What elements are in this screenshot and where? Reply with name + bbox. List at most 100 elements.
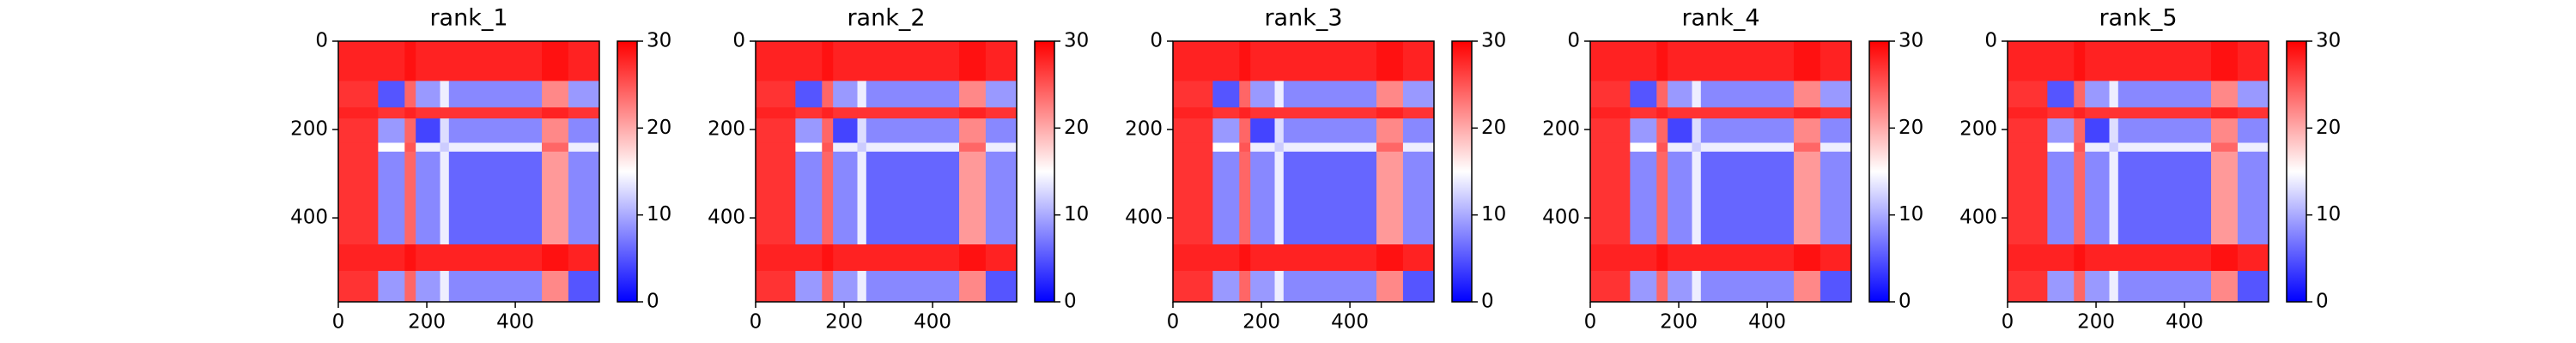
heatmap-cell	[866, 81, 960, 108]
panel-title: rank_3	[1264, 5, 1342, 32]
heatmap-cell	[795, 81, 823, 108]
heatmap-cell	[985, 81, 1018, 108]
heatmap-cell	[2117, 270, 2212, 303]
heatmap-cell	[959, 81, 987, 108]
heatmap-cell	[1692, 41, 1702, 81]
heatmap-cell	[866, 151, 960, 245]
heatmap-cell	[404, 142, 416, 153]
heatmap-cell	[1402, 270, 1435, 303]
heatmap-cell	[1630, 81, 1657, 108]
heatmap-cell	[1794, 81, 1821, 108]
heatmap-cell	[1212, 142, 1240, 153]
heatmap-cell	[2008, 118, 2048, 144]
heatmap-cell	[378, 107, 405, 119]
heatmap-cell	[1402, 244, 1435, 272]
colorbar	[1034, 40, 1055, 303]
heatmap-cell	[1820, 118, 1852, 144]
heatmap-cell	[2085, 270, 2111, 303]
heatmap-cell	[822, 270, 834, 303]
heatmap-cell	[1630, 107, 1657, 119]
heatmap-cell	[1283, 151, 1377, 245]
heatmap-cell	[1274, 81, 1285, 108]
heatmap-cell	[985, 118, 1018, 144]
heatmap-cell	[2008, 151, 2048, 245]
heatmap-cell	[866, 270, 960, 303]
heatmap-cell	[1376, 244, 1404, 272]
heatmap-cell	[2211, 142, 2239, 153]
heatmap-cell	[568, 107, 600, 119]
heatmap-cell	[833, 151, 859, 245]
heatmap-cell	[1212, 41, 1240, 81]
heatmap-cell	[568, 41, 600, 81]
heatmap-cell	[1692, 118, 1702, 144]
heatmap-cell	[2074, 244, 2086, 272]
panel: rank_1 0 200 400 0 200 400 0 10 20 30	[290, 5, 671, 334]
y-tick-label: 400	[1959, 207, 1997, 229]
heatmap-cell	[795, 41, 823, 81]
heatmap-cell	[1794, 244, 1821, 272]
heatmap-cell	[338, 270, 379, 303]
heatmap-cell	[1820, 244, 1852, 272]
y-tick-label: 0	[1150, 30, 1163, 52]
heatmap-cell	[2085, 81, 2111, 108]
heatmap-cell	[338, 107, 379, 119]
heatmap-cell	[448, 41, 543, 81]
heatmap-cell	[2117, 118, 2212, 144]
heatmap-cell	[1668, 270, 1693, 303]
heatmap-cell	[2117, 244, 2212, 272]
colorbar-tick-label: 0	[1899, 291, 1911, 313]
heatmap-cell	[866, 142, 960, 153]
heatmap-cell	[1274, 244, 1285, 272]
heatmap-cell	[822, 118, 834, 144]
heatmap-cell	[2047, 142, 2075, 153]
axes-frame	[337, 40, 600, 303]
heatmap-cell	[1239, 151, 1251, 245]
heatmap-cell	[1212, 270, 1240, 303]
panel: rank_3 0 200 400 0 200 400 0 10 20 30	[1125, 5, 1506, 334]
heatmap-cell	[2237, 81, 2269, 108]
heatmap-cell	[404, 270, 416, 303]
heatmap-cell	[857, 81, 867, 108]
heatmap-cell	[1692, 151, 1702, 245]
heatmap-cell	[857, 270, 867, 303]
heatmap-cell	[1668, 142, 1693, 153]
heatmap-cell	[1590, 151, 1631, 245]
x-tick-label: 200	[408, 311, 446, 334]
heatmap-cell	[568, 142, 600, 153]
heatmap-cell	[404, 118, 416, 144]
heatmap-cell	[1274, 107, 1285, 119]
heatmap-cell	[1274, 118, 1285, 144]
colorbar	[1868, 40, 1890, 303]
heatmap-cell	[1402, 81, 1435, 108]
heatmap-cell	[448, 151, 543, 245]
colorbar	[1451, 40, 1473, 303]
heatmap-cell	[1668, 118, 1693, 144]
heatmap-cell	[404, 41, 416, 81]
heatmap-cell	[1376, 107, 1404, 119]
heatmap-cell	[2008, 41, 2048, 81]
heatmap-cell	[1700, 244, 1795, 272]
heatmap-cell	[1376, 142, 1404, 153]
heatmap-cell	[985, 107, 1018, 119]
heatmap-cell	[448, 270, 543, 303]
heatmap-cell	[857, 107, 867, 119]
heatmap-cell	[1794, 142, 1821, 153]
heatmap-cell	[1656, 270, 1668, 303]
heatmap-cell	[568, 270, 600, 303]
panel: rank_4 0 200 400 0 200 400 0 10 20 30	[1542, 5, 1923, 334]
colorbar-tick-label: 30	[1064, 30, 1089, 52]
colorbar-tick-label: 10	[1481, 203, 1506, 226]
heatmap-cell	[568, 81, 600, 108]
heatmap-cell	[2109, 41, 2119, 81]
heatmap-cell	[1668, 151, 1693, 245]
colorbar-tick-label: 10	[1899, 203, 1923, 226]
heatmap-cell	[1656, 244, 1668, 272]
heatmap-cell	[1402, 151, 1435, 245]
colorbar-tick-label: 0	[1064, 291, 1077, 313]
heatmap-cell	[2008, 270, 2048, 303]
heatmap-cell	[2109, 81, 2119, 108]
heatmap-cell	[1250, 41, 1276, 81]
heatmap-cell	[1402, 118, 1435, 144]
heatmap-cell	[1820, 107, 1852, 119]
heatmap-cell	[795, 142, 823, 153]
